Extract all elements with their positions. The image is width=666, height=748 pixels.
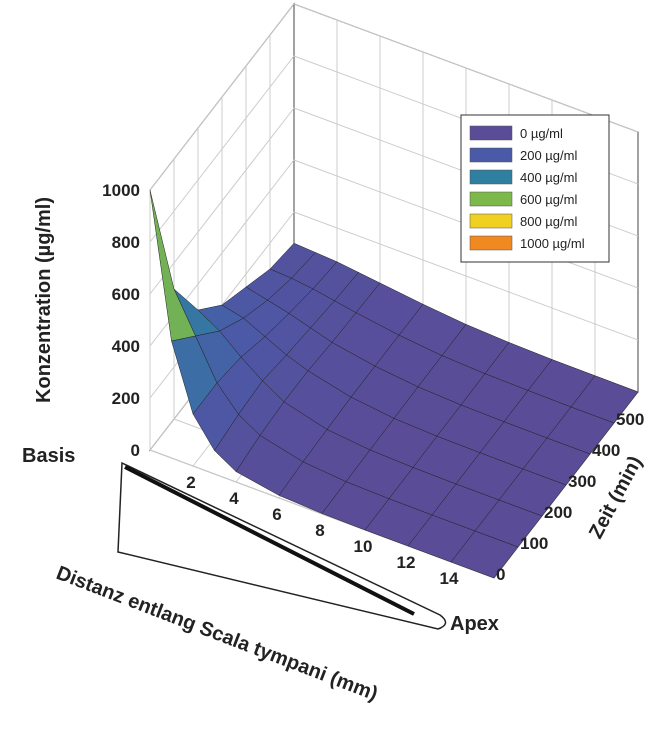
legend: 0 µg/ml 200 µg/ml 400 µg/ml 600 µg/ml 800 µg… [460,114,610,263]
cochlea-line [124,465,415,616]
legend-label: 600 µg/ml [520,192,577,207]
z-tick-label: 600 [112,285,140,304]
y-tick-label: 300 [568,472,596,491]
grid-line [149,3,295,191]
x-tick-label: 10 [354,537,373,556]
y-tick-label: 100 [520,534,548,553]
x-tick-label: 8 [315,521,324,540]
legend-label: 1000 µg/ml [520,236,585,251]
legend-swatch [469,125,513,141]
legend-swatch [469,213,513,229]
x-tick-label: 6 [272,505,281,524]
legend-swatch [469,191,513,207]
legend-label: 400 µg/ml [520,170,577,185]
legend-label: 200 µg/ml [520,148,577,163]
annotation: Basis [22,445,75,467]
z-tick-label: 400 [112,337,140,356]
y-tick-label: 0 [496,565,505,584]
surface [149,189,639,579]
y-tick-label: 400 [592,441,620,460]
surface-cell [450,530,519,579]
legend-swatch [469,169,513,185]
grid-line [293,3,639,133]
grid-line [293,211,639,341]
legend-label: 800 µg/ml [520,214,577,229]
x-tick-label: 4 [229,489,239,508]
legend-swatch [469,147,513,163]
y-tick-label: 200 [544,503,572,522]
z-tick-label: 800 [112,233,140,252]
annotation: Apex [450,613,499,635]
y-tick-label: 500 [616,410,644,429]
grid-line [149,107,295,295]
x-tick-label: 12 [397,553,416,572]
legend-label: 0 µg/ml [520,126,563,141]
z-tick-label: 1000 [102,181,140,200]
z-tick-label: 200 [112,389,140,408]
grid-line [149,55,295,243]
z-tick-label: 0 [131,441,140,460]
y-axis-label: Zeit (min) [585,453,647,543]
x-tick-label: 14 [440,569,459,588]
z-axis-label: Konzentration (µg/ml) [33,197,55,403]
legend-swatch [469,235,513,251]
x-tick-label: 2 [186,473,195,492]
